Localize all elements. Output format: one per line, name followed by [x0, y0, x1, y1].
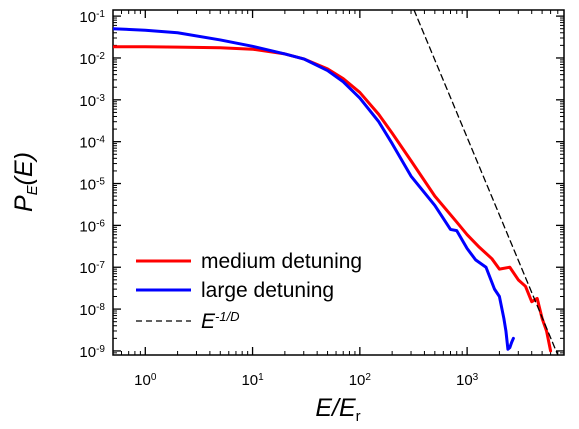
legend-label-medium-detuning: medium detuning: [201, 250, 362, 273]
y-tick-label: 10-9: [79, 343, 105, 361]
y-tick-label: 10-3: [79, 92, 105, 110]
y-tick-label: 10-6: [79, 218, 105, 236]
x-tick-label: 100: [134, 372, 157, 390]
x-axis-tick-labels: 100 101 102 103: [134, 372, 479, 390]
y-tick-label: 10-2: [79, 50, 105, 67]
y-axis-ticks: [113, 15, 564, 354]
y-axis-tick-labels: 10-9 10-8 10-7 10-6 10-5 10-4 10-3 10-2 10-1: [79, 9, 105, 361]
x-tick-label: 102: [349, 372, 372, 390]
x-tick-label: 103: [456, 372, 479, 390]
series-line-large-detuning: [113, 27, 515, 351]
series-group: [113, 10, 559, 355]
y-tick-label: 10-4: [79, 134, 105, 152]
y-tick-label: 10-8: [79, 302, 105, 320]
y-axis-label: PE(E): [10, 152, 41, 212]
series-line-power-law: [413, 10, 559, 355]
x-tick-label: 101: [241, 372, 264, 390]
y-tick-label: 10-7: [79, 260, 105, 278]
y-tick-label: 10-5: [79, 176, 105, 194]
legend-label-power-law: E-1/D: [201, 309, 240, 334]
series-line-medium-detuning: [113, 45, 553, 353]
x-axis-ticks: [120, 10, 559, 355]
y-tick-label: 10-1: [79, 9, 105, 27]
legend: medium detuning large detuning E-1/D: [136, 250, 362, 333]
legend-label-large-detuning: large detuning: [201, 279, 334, 302]
x-axis-label: E/Er: [315, 394, 360, 425]
y-axis-label-group: PE(E): [10, 152, 41, 212]
plot-frame: [112, 9, 565, 356]
